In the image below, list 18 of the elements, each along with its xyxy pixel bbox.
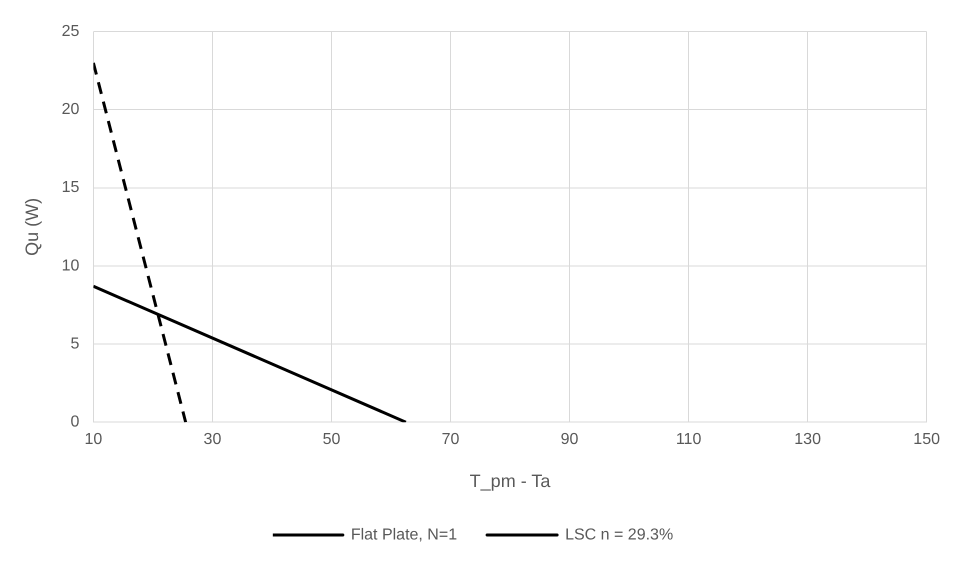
- legend-label: LSC n = 29.3%: [565, 526, 674, 544]
- y-tick-label: 10: [62, 257, 80, 274]
- x-tick-label: 130: [794, 431, 822, 448]
- x-tick-label: 30: [204, 431, 222, 448]
- y-tick-label: 5: [70, 335, 80, 352]
- x-tick-label: 110: [676, 431, 702, 448]
- y-tick-label: 25: [62, 23, 80, 40]
- y-tick-label: 15: [62, 179, 80, 196]
- x-tick-label: 70: [442, 431, 460, 448]
- y-tick-label: 0: [70, 414, 80, 431]
- x-tick-label: 150: [913, 431, 940, 448]
- legend-label: Flat Plate, N=1: [350, 526, 458, 544]
- x-tick-label: 10: [84, 431, 102, 448]
- x-axis-title: T_pm - Ta: [470, 471, 552, 492]
- y-axis-title: Qu (W): [22, 198, 42, 256]
- x-tick-label: 90: [560, 431, 579, 448]
- x-tick-label: 50: [322, 431, 340, 448]
- y-tick-label: 20: [62, 101, 80, 118]
